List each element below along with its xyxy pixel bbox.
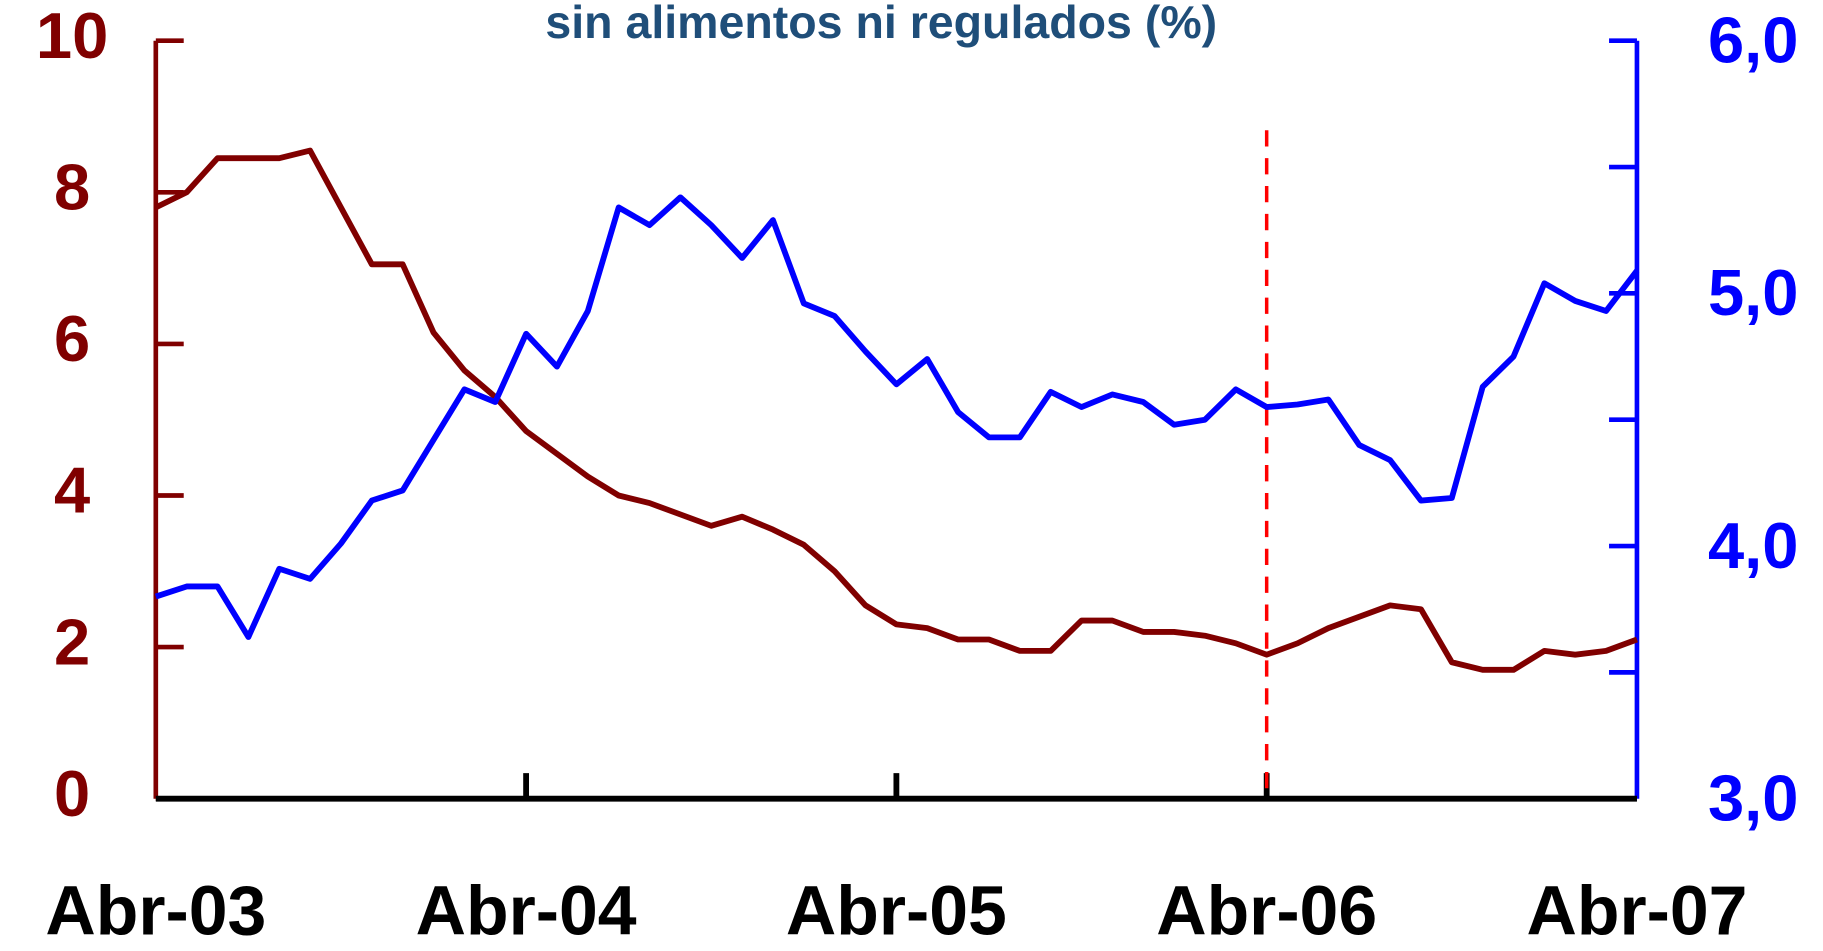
y2-tick-label: 3,0 bbox=[1708, 762, 1799, 835]
x-tick-label: Abr-04 bbox=[416, 872, 637, 950]
x-tick-label: Abr-06 bbox=[1156, 872, 1377, 950]
y2-tick-label: 4,0 bbox=[1708, 509, 1799, 582]
series-line bbox=[154, 147, 1638, 673]
y-tick-label: 4 bbox=[54, 454, 90, 527]
x-tick-label: Abr-05 bbox=[786, 872, 1007, 950]
y-tick-label: 0 bbox=[54, 757, 90, 830]
y-tick-label: 2 bbox=[54, 605, 90, 678]
series-line bbox=[154, 194, 1640, 640]
y2-tick-label: 5,0 bbox=[1708, 256, 1799, 329]
y-tick-label: 10 bbox=[36, 0, 108, 72]
x-tick-label: Abr-03 bbox=[45, 872, 266, 950]
chart-title: sin alimentos ni regulados (%) bbox=[545, 0, 1217, 48]
y2-tick-label: 6,0 bbox=[1708, 4, 1799, 77]
y-tick-label: 6 bbox=[54, 302, 90, 375]
x-tick-label: Abr-07 bbox=[1526, 872, 1747, 950]
y-tick-label: 8 bbox=[54, 150, 90, 223]
